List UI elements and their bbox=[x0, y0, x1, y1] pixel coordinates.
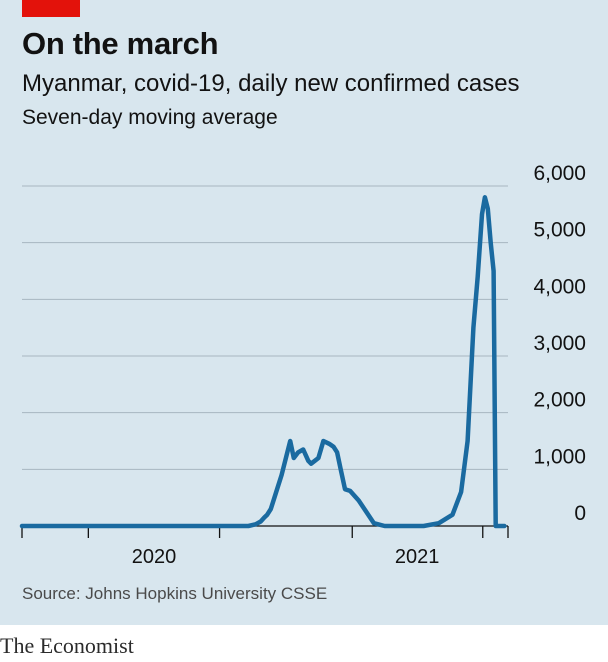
gridlines bbox=[22, 185, 508, 470]
x-tick-label: 2021 bbox=[395, 546, 440, 568]
y-tick-label: 6,000 bbox=[533, 162, 586, 185]
y-tick-label: 2,000 bbox=[533, 389, 586, 412]
chart-title: On the march bbox=[22, 26, 219, 61]
chart-panel bbox=[0, 0, 608, 625]
series-line-cases bbox=[19, 195, 507, 529]
x-axis: 2020 2021 bbox=[21, 525, 509, 568]
y-tick-label: 1,000 bbox=[533, 445, 586, 468]
y-tick-label: 4,000 bbox=[533, 275, 586, 298]
y-tick-labels: 0 1,000 2,000 3,000 4,000 5,000 6,000 bbox=[533, 162, 586, 525]
chart-subtitle: Myanmar, covid-19, daily new confirmed c… bbox=[22, 70, 520, 97]
source-note: Source: Johns Hopkins University CSSE bbox=[22, 584, 328, 603]
series-group bbox=[19, 195, 507, 529]
y-tick-label: 5,000 bbox=[533, 219, 586, 242]
brand-wordmark: The Economist bbox=[0, 633, 134, 658]
y-tick-label: 0 bbox=[574, 502, 586, 525]
y-tick-label: 3,000 bbox=[533, 332, 586, 355]
x-tick-label: 2020 bbox=[132, 546, 177, 568]
brand-red-tab bbox=[22, 0, 80, 17]
line-chart: 0 1,000 2,000 3,000 4,000 5,000 6,000 2020 2021 bbox=[19, 162, 586, 568]
chart-measure-label: Seven-day moving average bbox=[22, 106, 278, 129]
